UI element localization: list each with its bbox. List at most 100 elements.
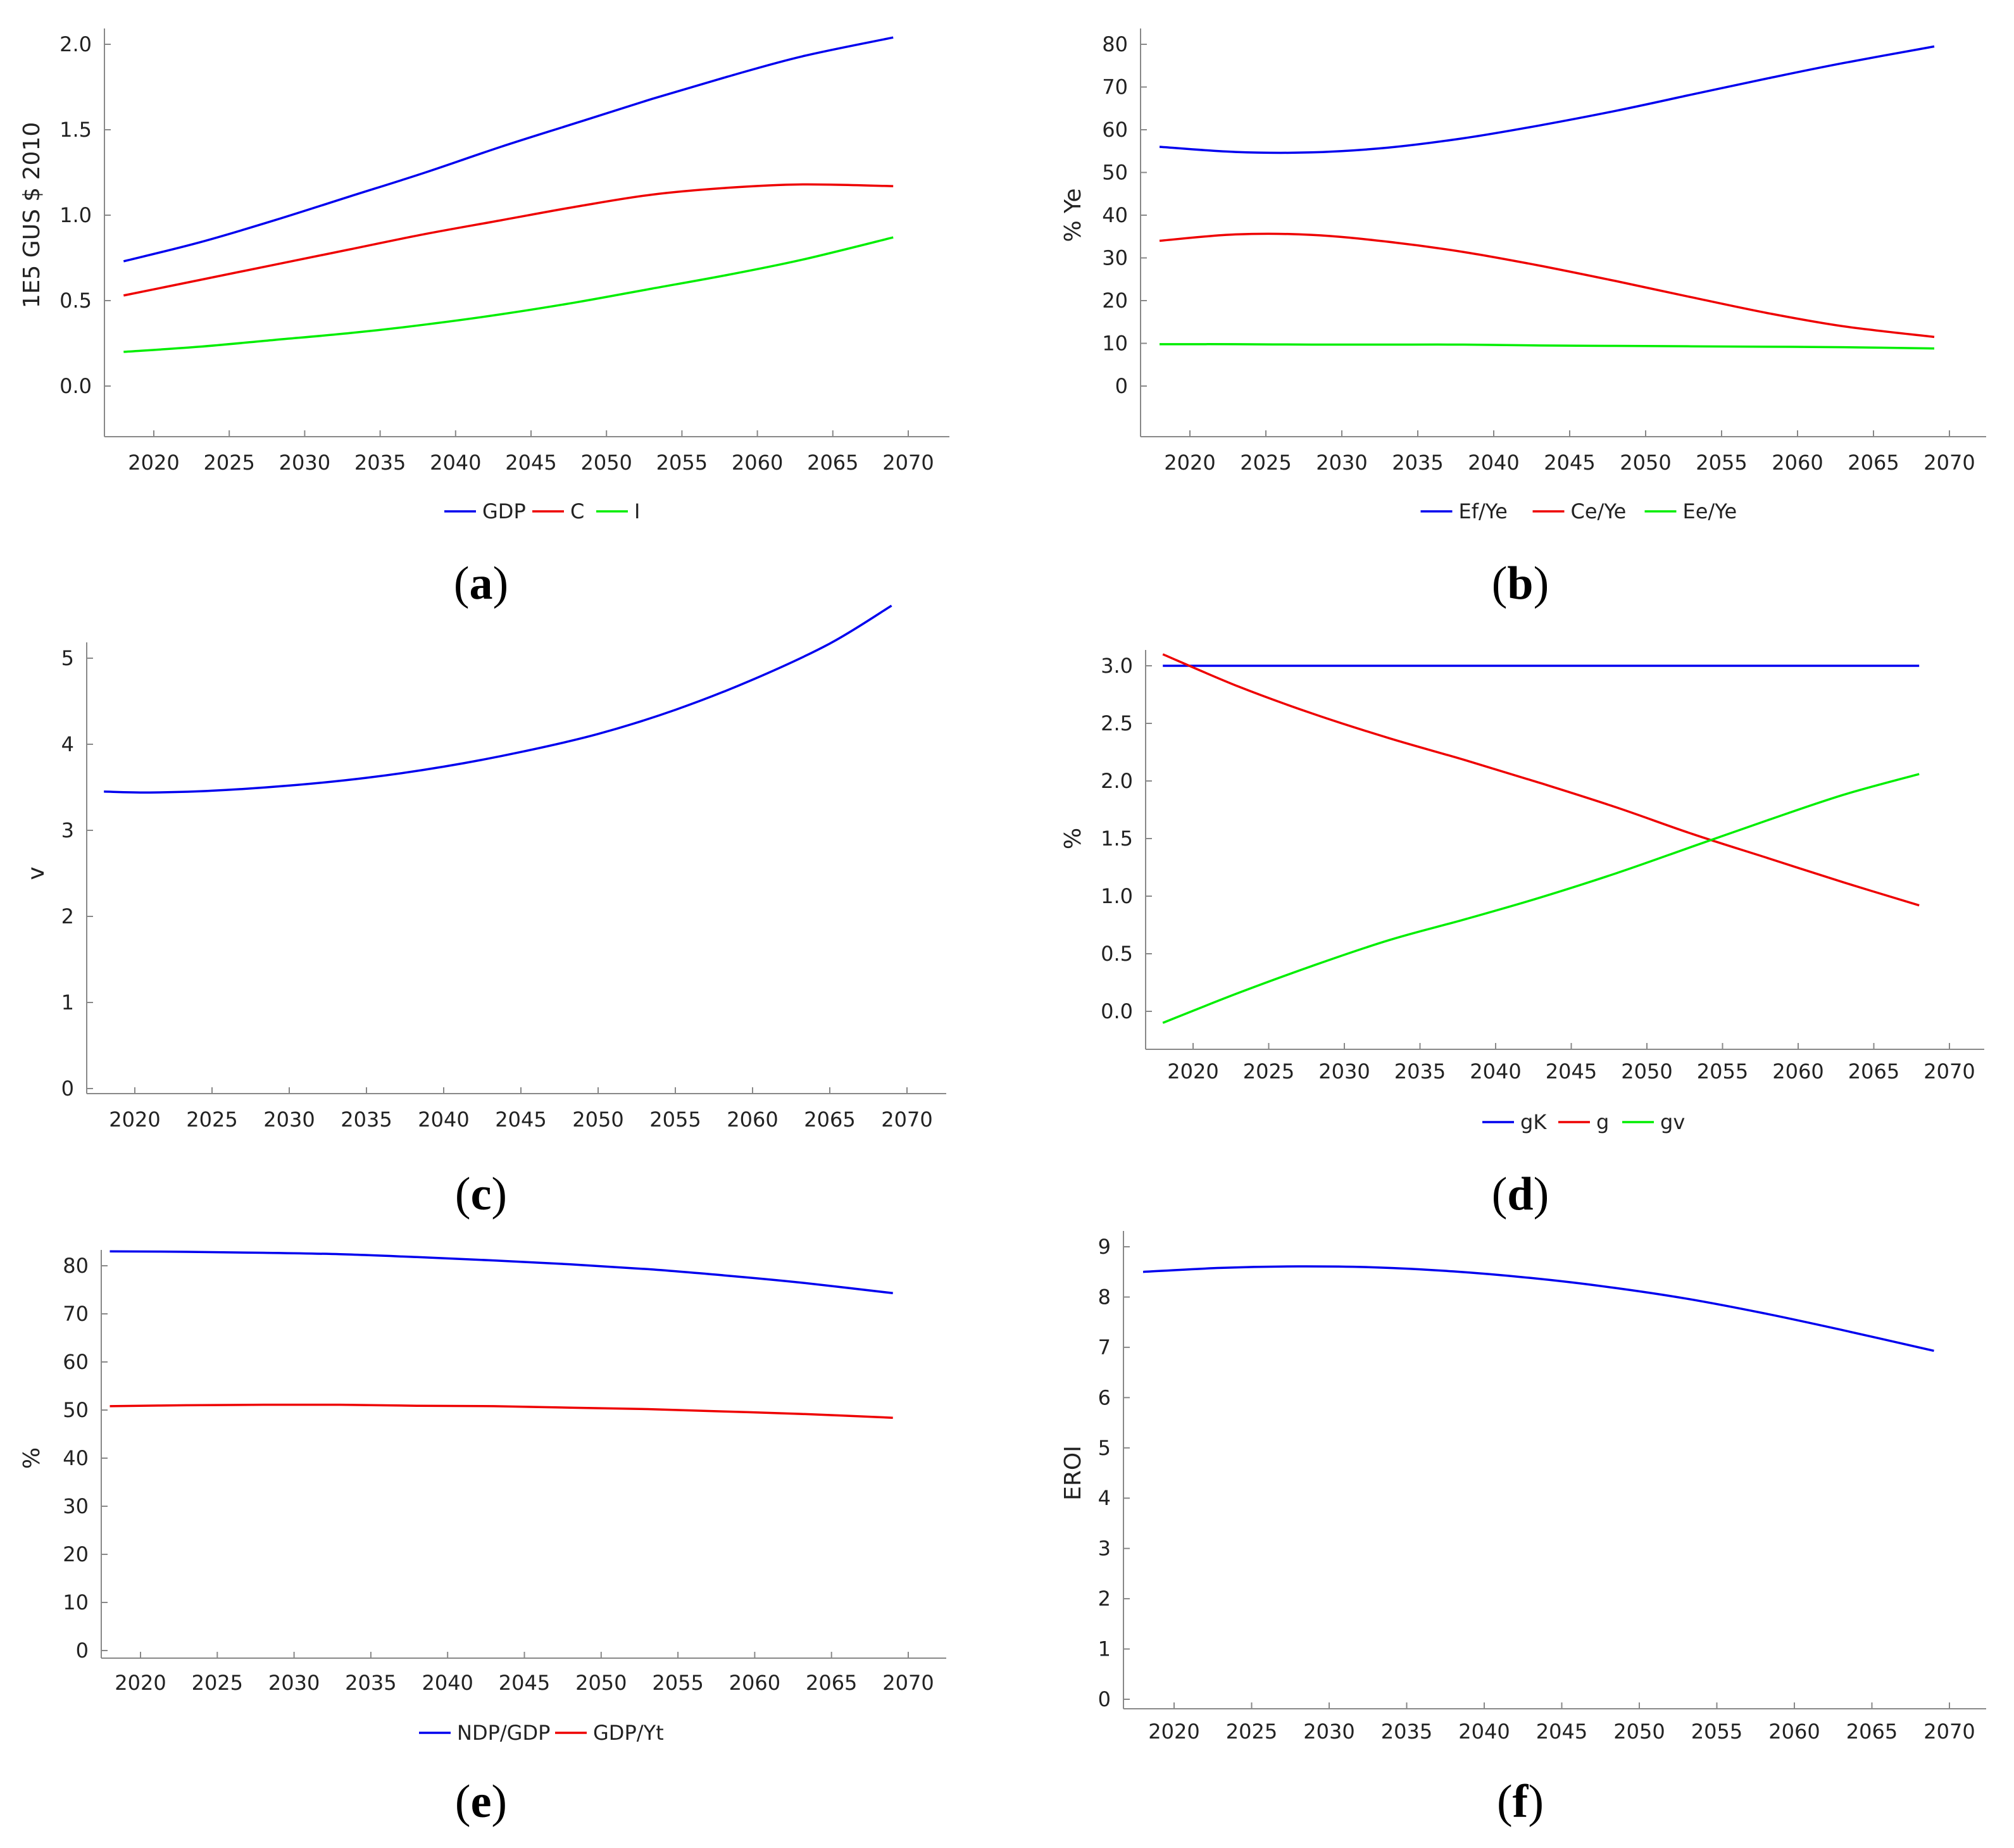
y-tick-label: 8 (1098, 1285, 1111, 1309)
y-tick-label: 40 (63, 1446, 89, 1470)
y-tick-label: 9 (1098, 1235, 1111, 1259)
x-tick-label: 2045 (499, 1671, 550, 1695)
x-tick-label: 2050 (1620, 451, 1671, 475)
series-line-ndp-gdp (109, 1250, 893, 1295)
y-tick-label: 2 (1098, 1587, 1111, 1611)
series-line-eroi (1142, 1265, 1934, 1352)
x-tick-label: 2070 (1923, 451, 1975, 475)
x-tick-label: 2040 (430, 451, 481, 475)
y-tick-label: 1.0 (59, 203, 92, 227)
x-tick-label: 2020 (1167, 1059, 1218, 1083)
y-tick-label: 0.0 (59, 374, 92, 398)
y-tick-label: 1 (1098, 1637, 1111, 1661)
x-tick-label: 2050 (1613, 1720, 1665, 1744)
series-line-c (123, 183, 894, 297)
y-tick-label: 80 (1102, 32, 1128, 56)
y-tick-label: 50 (63, 1398, 89, 1422)
y-tick-label: 60 (1102, 118, 1128, 142)
x-tick-label: 2050 (575, 1671, 627, 1695)
x-tick-label: 2020 (1148, 1720, 1199, 1744)
y-axis-label: % (1060, 828, 1086, 849)
x-tick-label: 2040 (1468, 451, 1519, 475)
series-line-g (1162, 653, 1920, 907)
y-tick-label: 50 (1102, 161, 1128, 185)
legend-label: g (1596, 1110, 1609, 1134)
y-tick-label: 1.5 (59, 118, 92, 142)
x-tick-label: 2055 (652, 1671, 703, 1695)
x-tick-label: 2065 (1848, 1059, 1899, 1083)
legend-label: I (634, 499, 640, 523)
x-tick-label: 2025 (186, 1108, 237, 1132)
caption-e: (e) (454, 1776, 508, 1828)
y-tick-label: 2.5 (1101, 711, 1133, 735)
x-tick-label: 2060 (1772, 1059, 1823, 1083)
y-tick-label: 0.0 (1101, 999, 1133, 1023)
x-tick-label: 2025 (192, 1671, 243, 1695)
series-line-v (104, 604, 892, 794)
legend: Ef/Ye Ce/Ye Ee/Ye (1420, 499, 1737, 523)
x-tick-label: 2070 (882, 451, 934, 475)
legend-label: NDP/GDP (457, 1721, 550, 1745)
legend-label: C (570, 499, 584, 523)
legend-label: gv (1660, 1110, 1685, 1134)
x-tick-label: 2055 (1697, 1059, 1748, 1083)
legend-label: GDP/Yt (593, 1721, 664, 1745)
x-tick-label: 2060 (727, 1108, 778, 1132)
series-line-ce-ye (1159, 232, 1935, 339)
y-tick-label: 1.0 (1101, 884, 1133, 908)
x-tick-label: 2060 (729, 1671, 780, 1695)
y-tick-label: 5 (61, 646, 74, 670)
x-tick-label: 2020 (128, 451, 179, 475)
x-tick-label: 2070 (882, 1671, 934, 1695)
x-tick-label: 2040 (418, 1108, 469, 1132)
x-tick-label: 2025 (203, 451, 254, 475)
x-tick-label: 2030 (279, 451, 330, 475)
x-tick-label: 2065 (804, 1108, 855, 1132)
x-tick-label: 2070 (1923, 1059, 1975, 1083)
x-tick-label: 2025 (1240, 451, 1291, 475)
x-tick-label: 2030 (268, 1671, 320, 1695)
x-tick-label: 2030 (1303, 1720, 1354, 1744)
series-line-ef-ye (1159, 45, 1935, 154)
y-tick-label: 3 (61, 818, 74, 842)
y-tick-label: 70 (1102, 75, 1128, 99)
y-tick-label: 4 (61, 732, 74, 756)
x-tick-label: 2025 (1226, 1720, 1277, 1744)
x-tick-label: 2035 (1381, 1720, 1432, 1744)
x-tick-label: 2040 (422, 1671, 473, 1695)
y-tick-label: 70 (63, 1302, 89, 1326)
x-tick-label: 2040 (1470, 1059, 1521, 1083)
y-tick-label: 0.5 (59, 289, 92, 313)
x-tick-label: 2060 (1768, 1720, 1820, 1744)
y-tick-label: 4 (1098, 1486, 1111, 1510)
x-tick-label: 2065 (807, 451, 858, 475)
series-line-gdp-yt (109, 1403, 893, 1419)
legend-label: GDP (482, 499, 526, 523)
legend-label: Ef/Ye (1459, 499, 1508, 523)
y-tick-label: 6 (1098, 1385, 1111, 1409)
x-tick-label: 2030 (263, 1108, 315, 1132)
y-tick-label: 60 (63, 1350, 89, 1374)
y-tick-label: 3.0 (1101, 654, 1133, 678)
x-tick-label: 2020 (1164, 451, 1215, 475)
x-tick-label: 2045 (1544, 451, 1595, 475)
caption-d: (d) (1491, 1168, 1549, 1220)
x-tick-label: 2020 (115, 1671, 166, 1695)
x-tick-label: 2030 (1318, 1059, 1370, 1083)
x-tick-label: 2050 (572, 1108, 623, 1132)
y-tick-label: 1 (61, 990, 74, 1015)
y-tick-label: 80 (63, 1254, 89, 1278)
y-tick-label: 10 (63, 1590, 89, 1614)
y-tick-label: 2.0 (59, 32, 92, 56)
y-tick-label: 0 (1115, 374, 1128, 398)
x-tick-label: 2055 (1696, 451, 1747, 475)
y-tick-label: 0.5 (1101, 942, 1133, 966)
y-tick-label: 10 (1102, 332, 1128, 356)
caption-f: (f) (1497, 1776, 1544, 1828)
legend-label: gK (1520, 1110, 1547, 1134)
